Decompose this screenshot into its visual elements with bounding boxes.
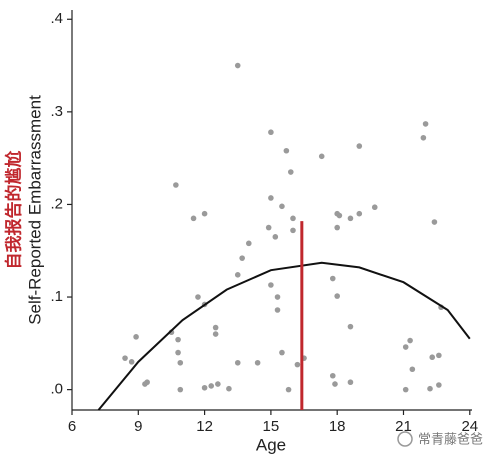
- y-tick-label: .2: [50, 195, 63, 212]
- point: [329, 275, 336, 282]
- x-tick-label: 12: [196, 418, 213, 435]
- point: [239, 255, 245, 261]
- fit-curve: [97, 261, 471, 411]
- point: [407, 337, 413, 344]
- x-axis-label: Age: [256, 435, 286, 454]
- point: [318, 153, 325, 160]
- point: [402, 344, 409, 350]
- point: [208, 383, 215, 389]
- x-tick-label: 9: [134, 418, 142, 435]
- point: [122, 355, 128, 361]
- x-tick-label: 21: [395, 418, 412, 435]
- point: [195, 294, 201, 300]
- y-tick-label: .1: [50, 288, 63, 305]
- y-tick-label: .0: [50, 381, 63, 398]
- x-tick-label: 18: [329, 418, 346, 435]
- point: [245, 240, 252, 247]
- point: [215, 381, 221, 387]
- point: [226, 385, 232, 392]
- point: [274, 294, 281, 300]
- point: [436, 352, 442, 359]
- x-tick-label: 24: [461, 418, 478, 435]
- point: [268, 282, 274, 288]
- point: [409, 366, 416, 373]
- point: [234, 272, 241, 278]
- watermark-icon: [397, 431, 413, 447]
- point: [279, 203, 285, 210]
- point: [268, 129, 274, 136]
- point: [254, 359, 261, 366]
- watermark: 常青藤爸爸: [418, 431, 483, 446]
- point: [212, 324, 219, 331]
- point: [268, 195, 274, 201]
- point: [420, 134, 427, 141]
- y-label-annotation: 自我报告的尴尬: [4, 151, 25, 270]
- x-tick-label: 6: [68, 418, 76, 435]
- point: [234, 62, 241, 69]
- point: [177, 386, 184, 393]
- point: [356, 210, 363, 217]
- point: [279, 349, 285, 356]
- point: [371, 204, 378, 211]
- point: [422, 121, 429, 127]
- point: [201, 210, 208, 217]
- point: [347, 323, 354, 330]
- point: [128, 359, 135, 365]
- y-tick-label: .3: [50, 103, 63, 120]
- point: [173, 182, 179, 188]
- point: [329, 372, 336, 379]
- y-tick-label: .4: [50, 10, 63, 27]
- point: [294, 361, 301, 368]
- x-tick-label: 15: [263, 418, 280, 435]
- point: [190, 215, 197, 222]
- point: [274, 307, 281, 313]
- point: [427, 385, 433, 392]
- point: [429, 354, 436, 361]
- point: [436, 382, 442, 388]
- point: [175, 336, 181, 343]
- point: [332, 381, 338, 387]
- point: [334, 224, 340, 231]
- point: [142, 381, 148, 387]
- point: [285, 386, 292, 393]
- point: [272, 234, 279, 240]
- point: [347, 379, 354, 386]
- point: [212, 331, 219, 337]
- point: [347, 215, 354, 222]
- point: [175, 349, 181, 356]
- y-axis-label: Self-Reported Embarrassment: [25, 95, 44, 325]
- point: [177, 359, 184, 366]
- point: [336, 212, 343, 219]
- point: [290, 215, 296, 222]
- point: [334, 293, 340, 299]
- point: [265, 224, 272, 231]
- point: [234, 359, 241, 366]
- point: [283, 147, 290, 154]
- point: [287, 169, 294, 175]
- point: [201, 384, 208, 391]
- point: [431, 219, 438, 225]
- point: [402, 386, 409, 393]
- point: [133, 334, 139, 340]
- point: [356, 143, 363, 149]
- point: [290, 227, 296, 234]
